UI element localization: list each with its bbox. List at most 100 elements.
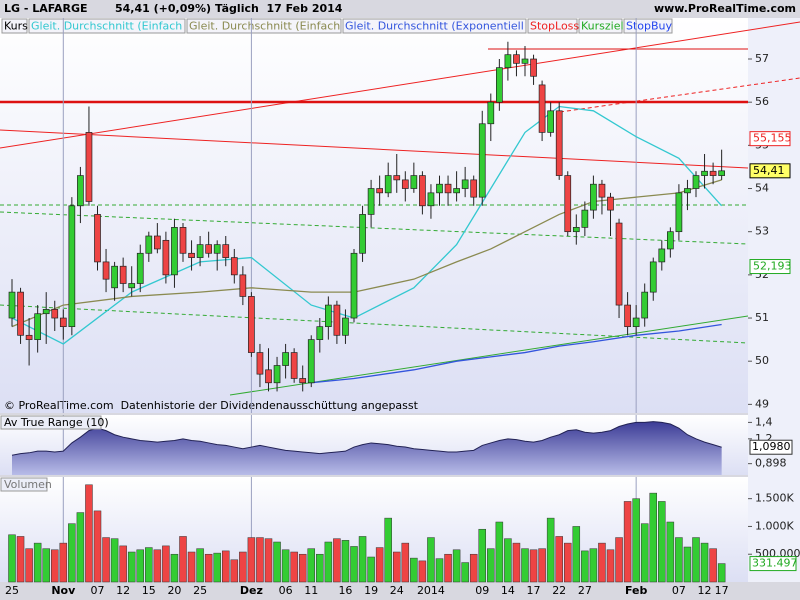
candle-body [307,339,315,384]
value-label: 54,41 [753,164,785,177]
period: Täglich 17 Feb 2014 [215,2,343,15]
volume-bar [384,517,392,583]
candle-body [624,304,631,328]
y-tick-label: 49 [755,397,769,410]
legend-label: Kursziel [581,20,624,33]
candle-body [51,309,59,319]
y-tick-label: 51 [755,311,769,324]
x-tick-label: 07 [672,584,686,597]
volume-bar [717,563,726,583]
candle-body [401,179,409,189]
volume-bar [512,542,521,583]
volume-bar [555,536,563,583]
volume-bar [316,553,324,583]
x-tick-label: 17 [715,584,729,597]
candle-body [111,265,118,289]
ma-line [311,323,722,384]
x-tick-label: 17 [527,584,541,597]
value-label: 55,155 [753,132,792,145]
volume-bar [504,538,512,583]
value-box [749,439,793,455]
volume-bar [427,537,435,583]
volume-bar [444,553,452,583]
candle-body [632,317,640,328]
legend-label: Gleit. Durchschnitt (Exponentiell 200) [345,20,553,33]
legend-box [527,18,578,34]
legend-label: StopLoss [530,20,579,33]
legend: Kurs Gleit. Durchschnitt (Einfach 20)Glei… [1,18,673,34]
volume-bar [298,553,307,583]
x-tick-label: 15 [142,584,156,597]
candle-body [265,369,272,384]
volume-bar [640,523,649,583]
candle-body [119,265,127,284]
volume-bar [196,548,204,583]
x-tick-label: 07 [91,584,105,597]
value-label: 1,0980 [752,440,791,453]
volume-bar [709,548,717,583]
volume-bar [598,542,606,583]
volume-bar [341,540,350,583]
candle-body [701,170,708,176]
candle-body [136,252,144,284]
x-tick-label: 25 [193,584,207,597]
volume-bar [170,553,179,583]
volume-bar [230,559,239,583]
volume-bar [410,557,418,583]
x-tick-label: 06 [279,584,293,597]
atr-line [11,421,722,456]
volume-bar [179,536,187,583]
candle-body [196,244,204,258]
candle-body [658,248,666,263]
volume-bar [521,548,529,583]
volume-bar [375,547,384,583]
volume-bar [683,546,692,583]
volume-bar [239,551,247,583]
value-box [749,259,791,275]
candle-body [42,309,50,315]
volume-bar [546,517,555,583]
candle-body [290,352,298,379]
candle-body [641,291,649,319]
volume-bar [8,534,16,583]
volume-bar [281,549,290,583]
x-tick-label: 27 [578,584,592,597]
candle-body [25,334,33,340]
volume-bar [16,536,25,583]
volume-bar [85,484,93,583]
x-tick-label: Dez [240,584,263,597]
volume-bar [68,523,76,583]
volume-bar [59,542,68,583]
volume-bar [264,538,273,583]
volume-bar [25,548,33,583]
volume-bar [538,548,546,583]
volume-bar [358,536,367,583]
candle-body [590,183,597,211]
candle-body [487,101,495,125]
candle-body [598,183,606,198]
volume-bar [461,562,469,583]
trend-line [0,211,749,245]
volume-bar [153,549,162,583]
legend-label: Gleit. Durchschnitt (Einfach 20) [31,20,204,33]
volume-bar [51,549,59,583]
candle-body [496,67,503,103]
candle-body [8,291,16,319]
candle-body [615,222,623,306]
volume-bar [469,553,478,583]
volume-bar [33,542,42,583]
candle-body [453,188,460,194]
candle-body [504,54,512,68]
candle-body [666,231,674,250]
candle-body [282,352,289,366]
candle-body [718,170,726,176]
candle-body [145,235,153,254]
candle-body [154,235,161,250]
candle-body [367,188,375,215]
candle-body [188,252,195,258]
candle-body [470,179,478,198]
candle-body [444,183,452,194]
candle-body [376,188,383,194]
volume-bar [367,556,375,583]
panel-title: Volumen [4,478,52,491]
